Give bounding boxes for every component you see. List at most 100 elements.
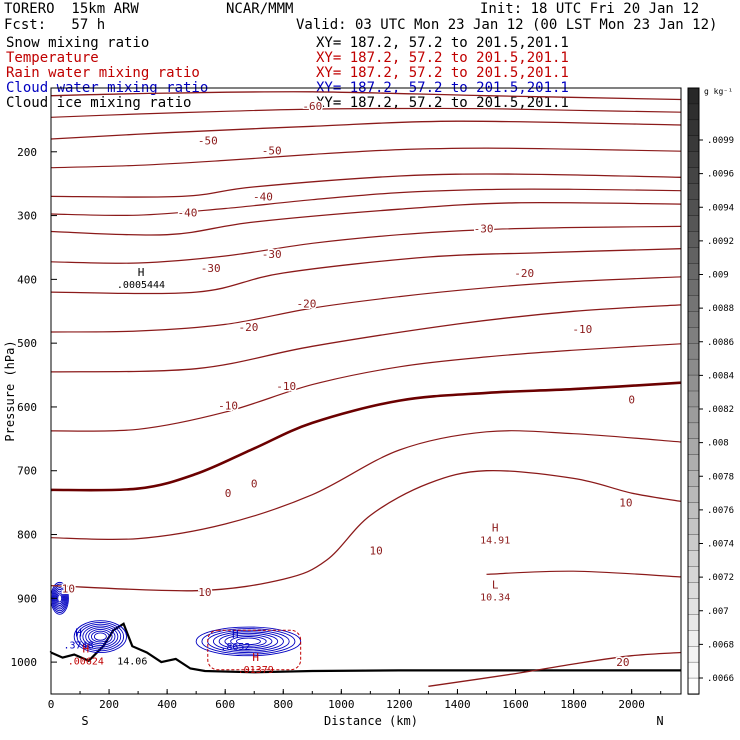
colorbar-cell [687,630,700,647]
isotherm-label: 0 [251,477,258,490]
isotherm--60 [50,91,682,101]
cloud-water-contour [201,628,296,655]
colorbar-cell [687,167,700,185]
y-tick-label: 400 [17,273,37,286]
colorbar-cell [687,295,700,312]
x-tick-label: 2000 [618,698,645,711]
isotherm-label: 10 [62,583,75,596]
colorbar-cell [687,582,700,599]
x-end-label-south: S [81,714,88,728]
colorbar-cell [687,550,700,568]
x-tick-label: 400 [157,698,177,711]
colorbar-cell [687,199,700,217]
colorbar-tick-label: .0082 [707,405,734,415]
x-tick-label: 1400 [444,698,471,711]
colorbar-cell [687,661,700,679]
isotherm-label: 10 [370,544,383,557]
colorbar-cell [687,614,700,631]
colorbar-cell [687,103,700,121]
isotherm-label: -20 [514,267,534,280]
colorbar-tick-label: .007 [707,607,729,617]
colorbar-cell [687,327,700,344]
isotherm--50 [50,120,682,140]
colorbar-cell [687,438,700,456]
x-tick-label: 1600 [502,698,529,711]
colorbar-cell [687,470,700,488]
isotherm-label: 10 [619,497,632,510]
colorbar-cell [687,406,700,424]
colorbar: g kg⁻¹ .0099 .0096 .0094 .0092 .009 .0088 .0086… [687,87,734,695]
y-tick-label: 1000 [11,656,38,669]
colorbar-cell [687,518,700,536]
isotherm-minor [50,343,682,432]
field-label-rain: Rain water mixing ratio [6,65,200,81]
colorbar-tick-label: .0078 [707,472,734,482]
field-xy-rain: XY= 187.2, 57.2 to 201.5,201.1 [316,65,569,81]
isotherm-label: 0 [225,487,232,500]
isotherm-minor [50,147,682,169]
y-tick-label: 800 [17,529,37,542]
colorbar-tick-label: .0094 [707,203,734,213]
colorbar-cell [687,598,700,615]
isotherm-0 [50,381,682,492]
x-axis-label: Distance (km) [324,714,418,728]
x-tick-label: 600 [215,698,235,711]
x-tick-label: 1000 [328,698,355,711]
cloud-water-contour [218,632,279,650]
colorbar-tick-label: .0086 [707,338,734,348]
isotherm-label: 10 [198,586,211,599]
isotherm-minor [50,188,682,217]
extremum-value: .0005444 [117,280,165,291]
init-time: Init: 18 UTC Fri 20 Jan 12 [480,1,700,17]
colorbar-tick-label: .008 [707,439,729,449]
colorbar-tick-label: .0076 [707,506,734,516]
colorbar-tick-label: .0068 [707,640,734,650]
isotherm-label: -40 [178,206,198,219]
colorbar-cell [687,183,700,201]
colorbar-cell [687,343,700,360]
extremum-symbol: H [252,651,259,664]
field-label-temperature: Temperature [6,50,99,66]
cloud-water-contour [93,632,107,641]
colorbar-tick-label: .0072 [707,573,734,583]
colorbar-cell [687,135,700,153]
y-tick-label: 600 [17,401,37,414]
cloud-water-contour [82,625,119,648]
y-tick-label: 900 [17,592,37,605]
field-label-cloud-ice: Cloud ice mixing ratio [6,95,192,111]
extremum-value: .3748 [64,641,94,652]
colorbar-cell [687,454,700,472]
colorbar-tick-label: .0088 [707,304,734,314]
title-model: TORERO 15km ARW [4,1,139,17]
isotherm-label: -10 [572,323,592,336]
extremum-symbol: H [138,266,145,279]
cloud-water-contour [235,637,261,646]
isotherm-label: -60 [302,100,322,113]
isotherm--30 [50,201,682,236]
terrain-area [51,623,681,694]
field-xy-temperature: XY= 187.2, 57.2 to 201.5,201.1 [316,50,569,66]
isotherm-label: -30 [262,248,282,261]
field-label-snow: Snow mixing ratio [6,35,150,51]
colorbar-cell [687,390,700,408]
isotherm--40 [50,173,682,198]
colorbar-cell [687,247,700,265]
isotherm-10 [50,469,682,592]
cloud-water-contour [73,620,127,653]
colorbar-cell [687,151,700,169]
isotherm-minor [486,570,682,578]
colorbar-tick-label: .0099 [707,136,734,146]
colorbar-unit: g kg⁻¹ [704,87,733,96]
y-tick-label: 500 [17,337,37,350]
cloud-water-contour [79,623,122,650]
y-axis-label: Pressure (hPa) [3,340,17,441]
field-xy-cloud-ice: XY= 187.2, 57.2 to 201.5,201.1 [316,95,569,111]
y-tick-label: 700 [17,465,37,478]
terrain-fill [49,622,681,694]
extremum-symbol: H [75,627,82,640]
x-tick-label: 800 [273,698,293,711]
colorbar-tick-label: .0096 [707,170,734,180]
cloud-water-contours [50,581,302,671]
